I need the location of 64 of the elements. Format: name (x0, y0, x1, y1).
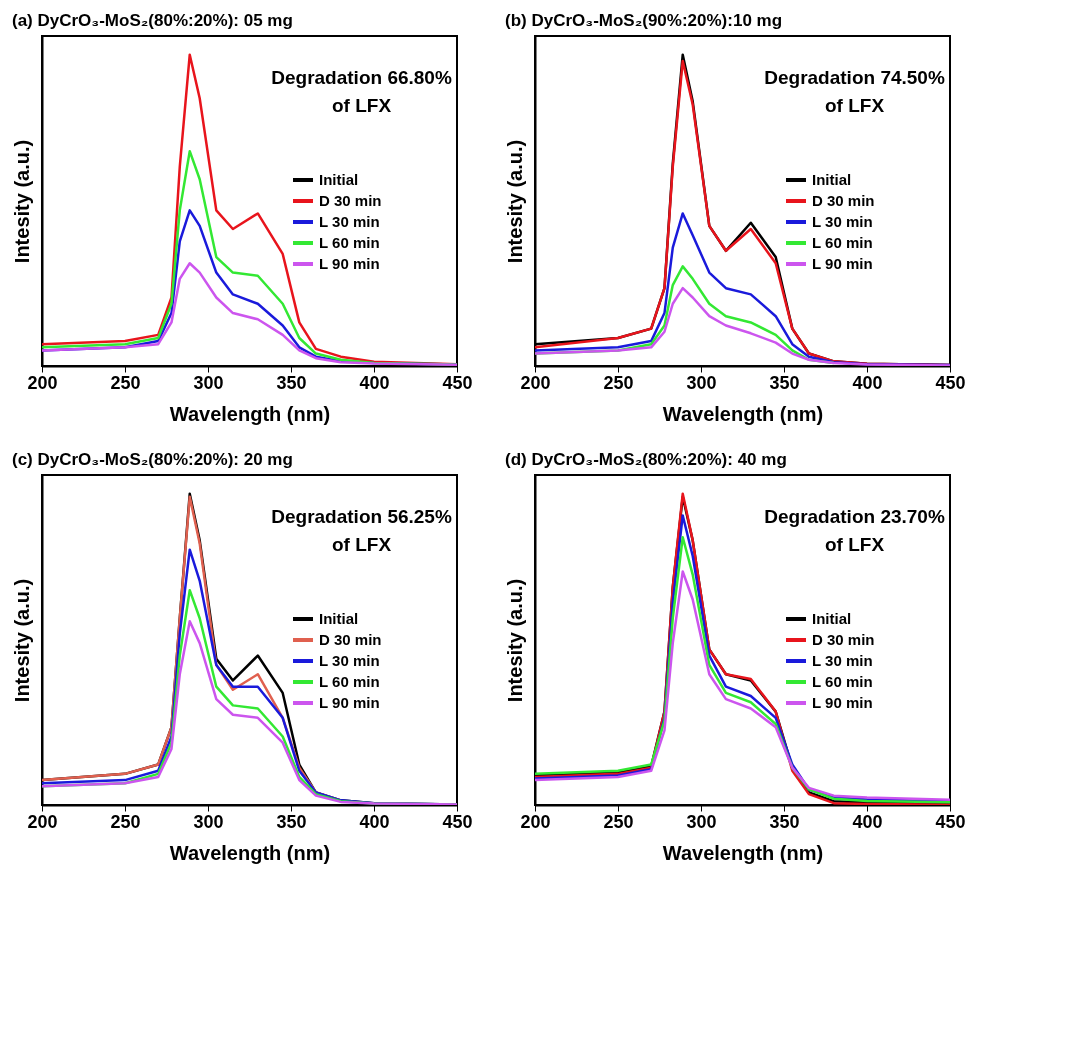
x-tick-label: 250 (603, 372, 634, 393)
y-axis-title: Intesity (a.u.) (503, 578, 526, 703)
x-tick-label: 250 (603, 811, 634, 832)
x-tick-label: 400 (852, 811, 883, 832)
x-axis-title: Wavelength (nm) (662, 841, 824, 864)
x-tick-label: 200 (27, 811, 58, 832)
x-tick-label: 250 (110, 811, 141, 832)
legend-label: Initial (319, 610, 359, 627)
annotation: Degradation 23.70% (764, 506, 945, 527)
legend-label: D 30 min (812, 631, 875, 648)
x-axis-title: Wavelength (nm) (169, 841, 331, 864)
legend-label: L 60 min (319, 673, 380, 690)
legend-label: L 30 min (319, 213, 380, 230)
x-tick-label: 400 (359, 372, 390, 393)
annotation: Degradation 74.50% (764, 67, 945, 88)
x-tick-label: 450 (935, 811, 966, 832)
annotation: of LFX (825, 95, 885, 116)
x-tick-label: 300 (193, 811, 224, 832)
legend-label: D 30 min (319, 631, 382, 648)
annotation: of LFX (332, 95, 392, 116)
x-tick-label: 450 (442, 372, 473, 393)
legend-label: Initial (812, 610, 852, 627)
x-tick-label: 250 (110, 372, 141, 393)
legend-label: L 60 min (812, 673, 873, 690)
x-tick-label: 300 (193, 372, 224, 393)
x-tick-label: 350 (769, 811, 800, 832)
chart-title: (b) DyCrO₃-MoS₂(90%:20%):10 mg (505, 11, 783, 30)
y-axis-title: Intesity (a.u.) (503, 139, 526, 264)
y-axis-title: Intesity (a.u.) (10, 578, 33, 703)
legend-label: L 30 min (812, 652, 873, 669)
x-tick-label: 350 (276, 372, 307, 393)
x-tick-label: 400 (852, 372, 883, 393)
legend-label: L 60 min (319, 234, 380, 251)
x-tick-label: 200 (27, 372, 58, 393)
chart-title: (a) DyCrO₃-MoS₂(80%:20%): 05 mg (12, 11, 293, 30)
chart-title: (c) DyCrO₃-MoS₂(80%:20%): 20 mg (12, 450, 293, 469)
legend-label: L 30 min (812, 213, 873, 230)
legend-label: L 60 min (812, 234, 873, 251)
x-tick-label: 300 (686, 372, 717, 393)
x-tick-label: 400 (359, 811, 390, 832)
x-axis-title: Wavelength (nm) (169, 402, 331, 425)
annotation: of LFX (332, 534, 392, 555)
x-tick-label: 350 (276, 811, 307, 832)
legend-label: Initial (812, 171, 852, 188)
x-tick-label: 450 (935, 372, 966, 393)
legend-label: L 90 min (812, 255, 873, 272)
x-axis-title: Wavelength (nm) (662, 402, 824, 425)
annotation: of LFX (825, 534, 885, 555)
x-tick-label: 450 (442, 811, 473, 832)
x-tick-label: 350 (769, 372, 800, 393)
legend-label: L 90 min (812, 694, 873, 711)
x-tick-label: 200 (520, 811, 551, 832)
x-tick-label: 200 (520, 372, 551, 393)
legend-label: D 30 min (812, 192, 875, 209)
y-axis-title: Intesity (a.u.) (10, 139, 33, 264)
legend-label: L 90 min (319, 694, 380, 711)
annotation: Degradation 56.25% (271, 506, 452, 527)
legend-label: D 30 min (319, 192, 382, 209)
legend-label: L 30 min (319, 652, 380, 669)
chart-title: (d) DyCrO₃-MoS₂(80%:20%): 40 mg (505, 450, 787, 469)
legend-label: L 90 min (319, 255, 380, 272)
legend-label: Initial (319, 171, 359, 188)
annotation: Degradation 66.80% (271, 67, 452, 88)
x-tick-label: 300 (686, 811, 717, 832)
